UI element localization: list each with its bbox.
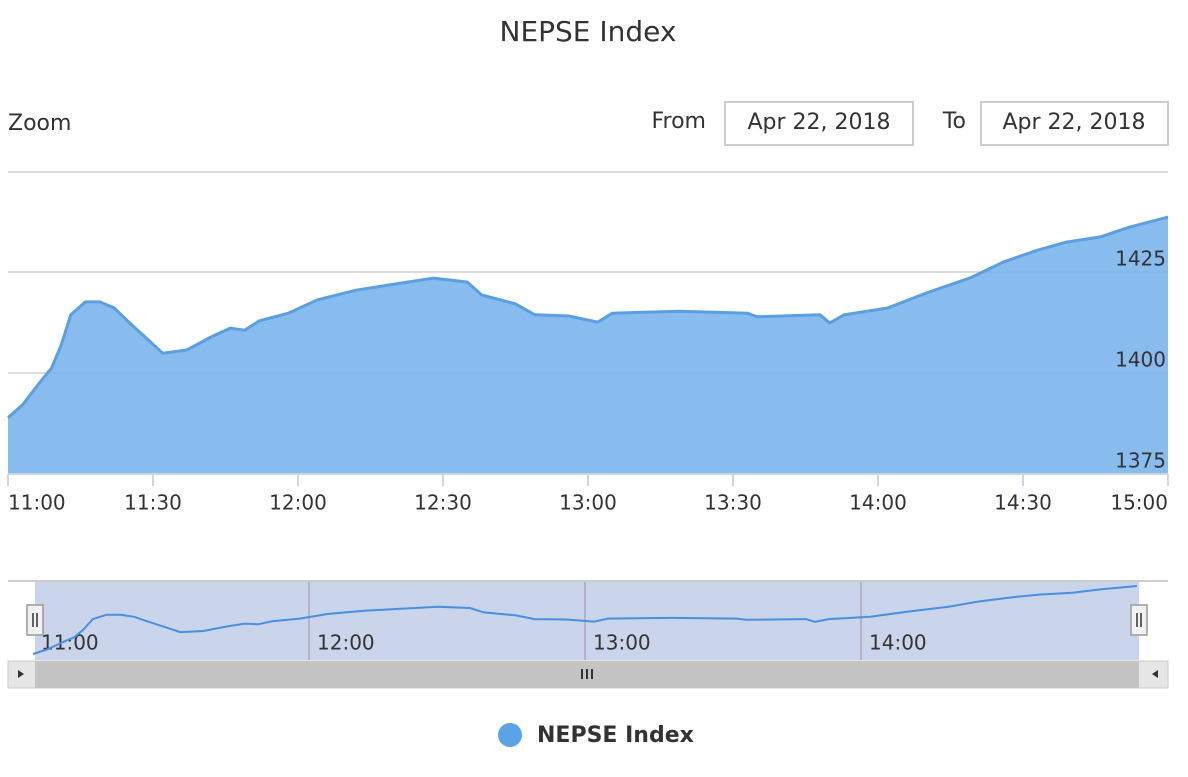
navigator-tick-label: 12:00 bbox=[317, 631, 375, 655]
x-tick-label: 11:00 bbox=[8, 491, 66, 515]
navigator-bg bbox=[8, 580, 1168, 660]
handle-grip bbox=[32, 613, 38, 627]
x-tick-label: 15:00 bbox=[1110, 491, 1168, 515]
navigator-tick-label: 14:00 bbox=[869, 631, 927, 655]
y-tick-label: 1425 bbox=[1115, 247, 1166, 271]
legend-marker bbox=[498, 723, 522, 747]
to-input[interactable] bbox=[980, 101, 1169, 146]
scrollbar-grip bbox=[581, 669, 593, 679]
to-date[interactable]: Apr 22, 2018 bbox=[1002, 110, 1145, 135]
x-tick-label: 14:00 bbox=[849, 491, 907, 515]
from-label: From bbox=[651, 109, 706, 134]
from-input[interactable] bbox=[724, 101, 914, 146]
navigator-handle[interactable] bbox=[1130, 604, 1148, 636]
x-tick-label: 13:30 bbox=[704, 491, 762, 515]
y-tick-label: 1375 bbox=[1115, 449, 1166, 473]
x-tick-label: 11:30 bbox=[124, 491, 182, 515]
navigator-tick-label: 13:00 bbox=[593, 631, 651, 655]
x-tick-label: 12:30 bbox=[414, 491, 472, 515]
navigator-handle[interactable] bbox=[26, 604, 44, 636]
area-fill bbox=[8, 217, 1168, 474]
to-label: To bbox=[942, 109, 966, 134]
legend-label[interactable]: NEPSE Index bbox=[537, 723, 694, 748]
chart-title: NEPSE Index bbox=[500, 15, 677, 48]
navigator-mask bbox=[35, 580, 1139, 660]
from-date[interactable]: Apr 22, 2018 bbox=[747, 110, 890, 135]
series-line bbox=[7, 215, 1169, 419]
navigator-line bbox=[32, 585, 1138, 655]
scrollbar-right-arrow[interactable] bbox=[1152, 670, 1158, 678]
zoom-label: Zoom bbox=[8, 111, 71, 136]
x-tick-label: 12:00 bbox=[269, 491, 327, 515]
navigator-tick-label: 11:00 bbox=[41, 631, 99, 655]
handle-grip bbox=[1136, 613, 1142, 627]
y-tick-label: 1400 bbox=[1115, 348, 1166, 372]
x-tick-label: 14:30 bbox=[994, 491, 1052, 515]
scrollbar-left-arrow[interactable] bbox=[18, 670, 24, 678]
x-tick-label: 13:00 bbox=[559, 491, 617, 515]
